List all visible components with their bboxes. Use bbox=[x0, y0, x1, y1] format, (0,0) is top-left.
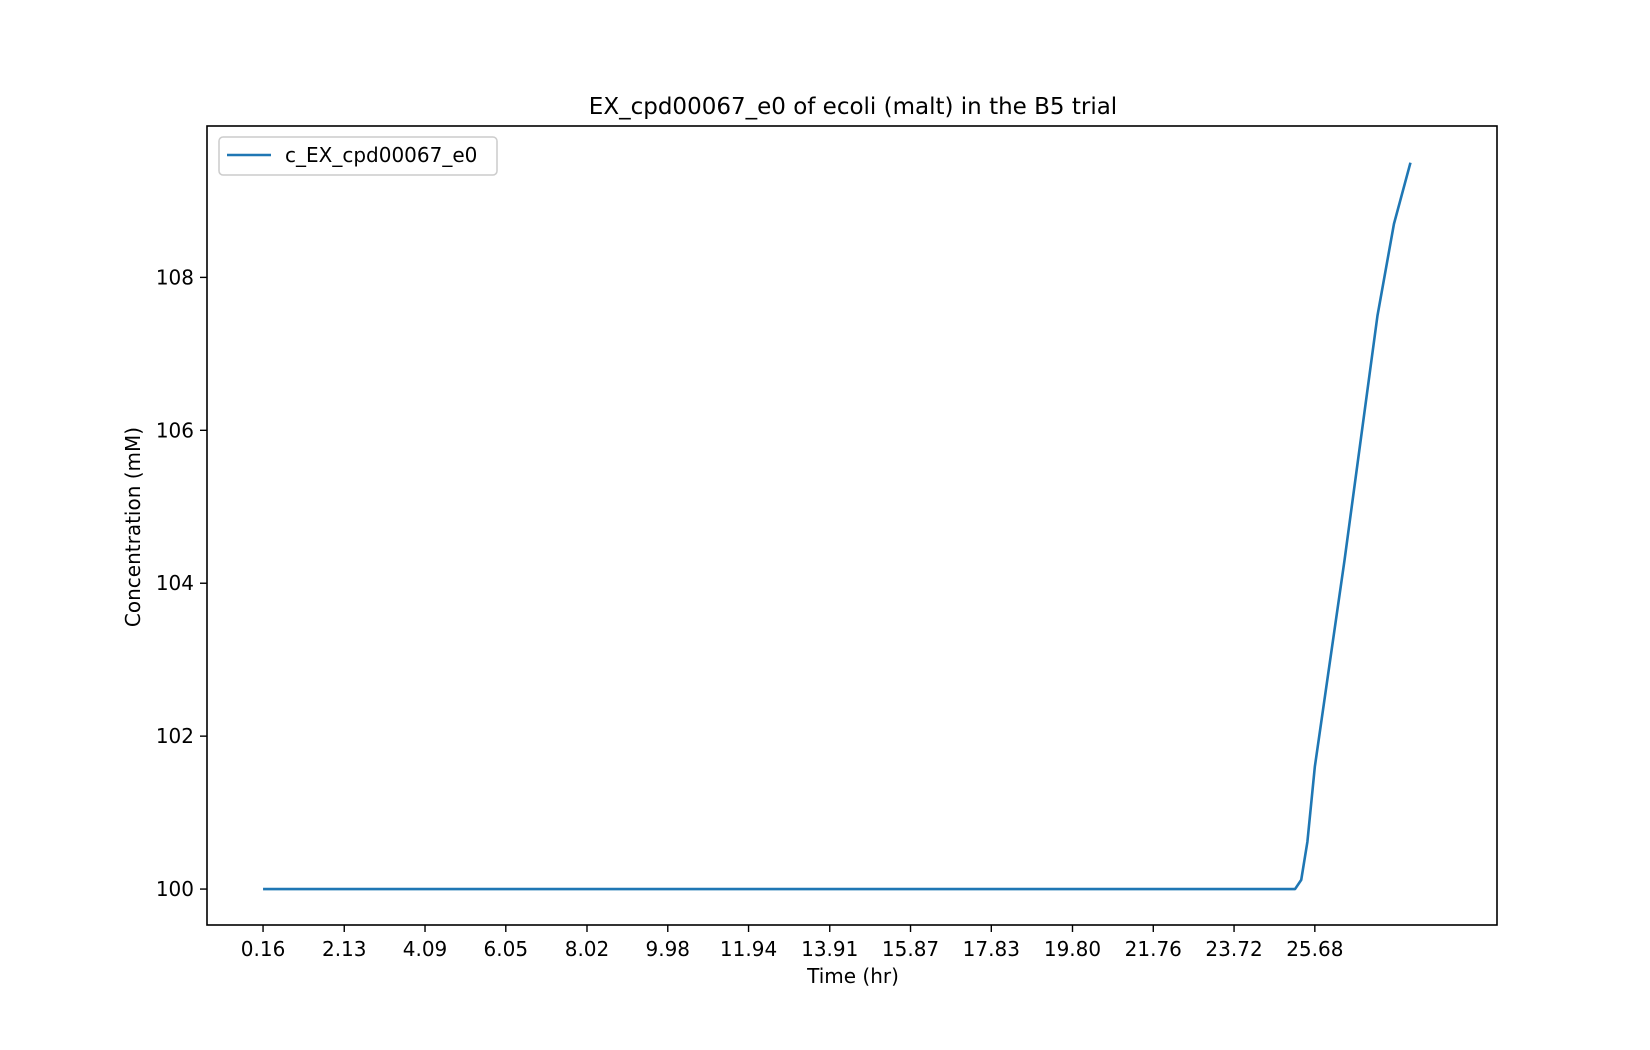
x-tick-label: 17.83 bbox=[963, 937, 1020, 961]
x-tick-label: 9.98 bbox=[646, 937, 691, 961]
x-axis-label: Time (hr) bbox=[806, 964, 899, 988]
x-tick-label: 23.72 bbox=[1205, 937, 1262, 961]
y-tick-label: 106 bbox=[156, 418, 194, 442]
series-line-0 bbox=[263, 162, 1412, 891]
x-tick-label: 2.13 bbox=[322, 937, 367, 961]
x-tick-label: 6.05 bbox=[484, 937, 529, 961]
chart-title: EX_cpd00067_e0 of ecoli (malt) in the B5… bbox=[589, 94, 1117, 120]
legend: c_EX_cpd00067_e0 bbox=[218, 136, 498, 176]
x-tick-label: 15.87 bbox=[882, 937, 939, 961]
legend-box bbox=[218, 136, 498, 176]
y-tick-label: 102 bbox=[156, 724, 194, 748]
y-tick-label: 108 bbox=[156, 265, 194, 289]
x-tick-label: 8.02 bbox=[565, 937, 610, 961]
x-tick-label: 13.91 bbox=[801, 937, 858, 961]
x-tick-label: 21.76 bbox=[1125, 937, 1182, 961]
x-tick-label: 11.94 bbox=[720, 937, 777, 961]
x-tick-label: 19.80 bbox=[1044, 937, 1101, 961]
y-tick-label: 100 bbox=[156, 877, 194, 901]
x-tick-label: 4.09 bbox=[403, 937, 448, 961]
y-tick-label: 104 bbox=[156, 571, 194, 595]
x-tick-label: 25.68 bbox=[1286, 937, 1343, 961]
legend-label: c_EX_cpd00067_e0 bbox=[285, 143, 477, 167]
y-axis-label: Concentration (mM) bbox=[121, 427, 145, 627]
axes-frame bbox=[206, 125, 1498, 926]
plot-area: 0.16 2.13 4.09 6.05 8.02 9.98 11.94 13.91 15.87 1… bbox=[156, 125, 1498, 961]
x-tick-label: 0.16 bbox=[241, 937, 286, 961]
